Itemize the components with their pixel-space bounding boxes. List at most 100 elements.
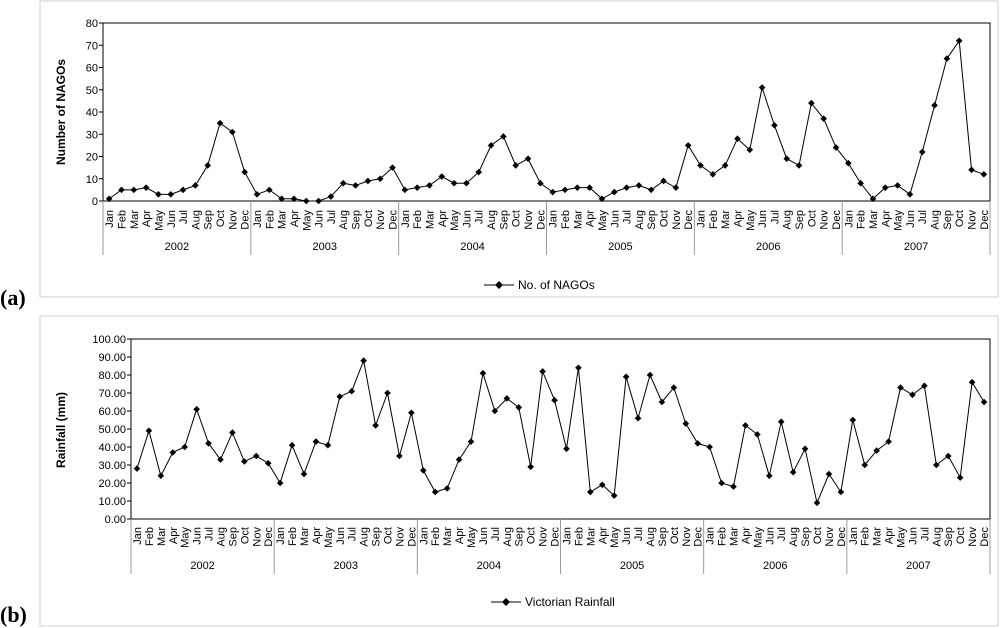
data-point [783,155,791,163]
x-tick-label: Jul [178,210,190,224]
data-point [216,119,224,127]
data-point [718,479,725,487]
plot-area-b: 0.00 10.00 20.00 30.00 40.00 50.00 60.00 70.00 8… [92,334,991,574]
data-point [524,155,532,163]
data-point [746,146,754,154]
x-tick-label: Mar [299,527,311,546]
data-point [537,179,544,187]
data-point [130,186,138,194]
y-tick-label: 20.00 [98,478,126,490]
data-point [742,422,749,429]
x-tick-label: Aug [788,527,800,547]
y-tick-label: 0.00 [105,514,126,526]
data-point [487,142,495,149]
data-point [169,449,177,456]
x-tick-label: Oct [511,210,523,227]
data-point [142,184,150,191]
rainfall-chart-panel: Rainfall (mm) 0.00 10.00 20.00 30.00 40.00 50… [0,315,999,627]
data-point [980,171,988,178]
data-point [253,191,261,198]
x-tick-label: Dec [263,527,275,547]
x-tick-label: Sep [800,527,812,547]
data-point [849,416,857,424]
x-tick-label: Dec [836,527,848,547]
x-tick-label: Dec [240,210,252,230]
x-tick-label: Jul [769,210,781,224]
x-tick-label: Feb [287,527,299,546]
data-point [515,404,523,411]
data-point [734,135,741,142]
year-label: 2006 [763,560,787,572]
data-point [155,191,162,198]
y-tick-label: 50 [86,85,98,97]
x-tick-label: Oct [239,527,251,544]
data-point [646,371,654,379]
data-point [635,182,643,189]
x-tick-label: Oct [955,527,967,544]
data-point [845,159,852,167]
y-tick-label: 50.00 [98,424,126,436]
x-tick-label: Aug [190,210,202,230]
x-tick-label: Jun [461,210,473,228]
x-tick-label: Jan [132,527,144,545]
data-point [372,422,379,429]
data-point [288,441,296,449]
x-tick-label: Sep [794,210,806,230]
data-point [881,184,889,191]
x-tick-label: Aug [215,527,227,547]
y-tick-label: 90.00 [98,352,126,364]
x-tick-label: Jul [474,210,486,224]
year-label: 2002 [190,560,214,572]
y-tick-label: 30.00 [98,460,126,472]
data-point [229,429,236,436]
x-tick-label: Feb [856,210,868,229]
x-tick-label: Oct [812,527,824,544]
x-tick-label: May [745,210,757,231]
legend-label-b: Victorian Rainfall [525,595,615,609]
data-point [660,177,667,185]
y-tick-label: 30 [86,129,98,141]
x-tick-label: Jan [695,210,707,228]
data-point [364,177,372,185]
data-point [857,179,864,187]
year-label: 2007 [906,560,930,572]
x-tick-label: Aug [634,210,646,230]
y-tick-label: 70 [86,40,98,52]
x-tick-label: Nov [394,527,406,547]
data-point [598,195,606,203]
data-point [419,467,427,474]
data-point [694,440,702,447]
data-point [968,378,976,386]
data-point [145,427,153,435]
year-label: 2003 [313,241,337,253]
data-point [438,173,446,180]
x-tick-label: Dec [693,527,705,547]
x-tick-label: Nov [375,210,387,230]
x-tick-label: Dec [388,210,400,230]
x-tick-label: Dec [979,210,991,230]
x-tick-label: Jun [757,210,769,228]
data-point [193,405,200,413]
legend-label-a: No. of NAGOs [518,278,595,292]
x-tick-label: Aug [502,527,514,547]
y-tick-label: 40 [86,107,98,119]
x-tick-label: Oct [215,210,227,227]
x-tick-label: Jan [705,527,717,545]
x-tick-label: Sep [371,527,383,547]
data-point [512,162,520,169]
series-line [136,358,985,505]
year-label: 2002 [165,241,189,253]
x-tick-label: Nov [681,527,693,547]
x-tick-label: May [896,527,908,548]
y-tick-label: 20 [86,152,98,164]
x-tick-label: Feb [573,527,585,546]
x-tick-label: Dec [406,527,418,547]
x-tick-label: Jun [314,210,326,228]
x-tick-label: Jun [335,527,347,545]
x-tick-label: Feb [430,527,442,546]
x-tick-label: Jun [621,527,633,545]
x-tick-label: May [893,210,905,231]
y-tick-label: 100.00 [92,334,126,346]
panel-label-b: (b) [0,602,27,627]
